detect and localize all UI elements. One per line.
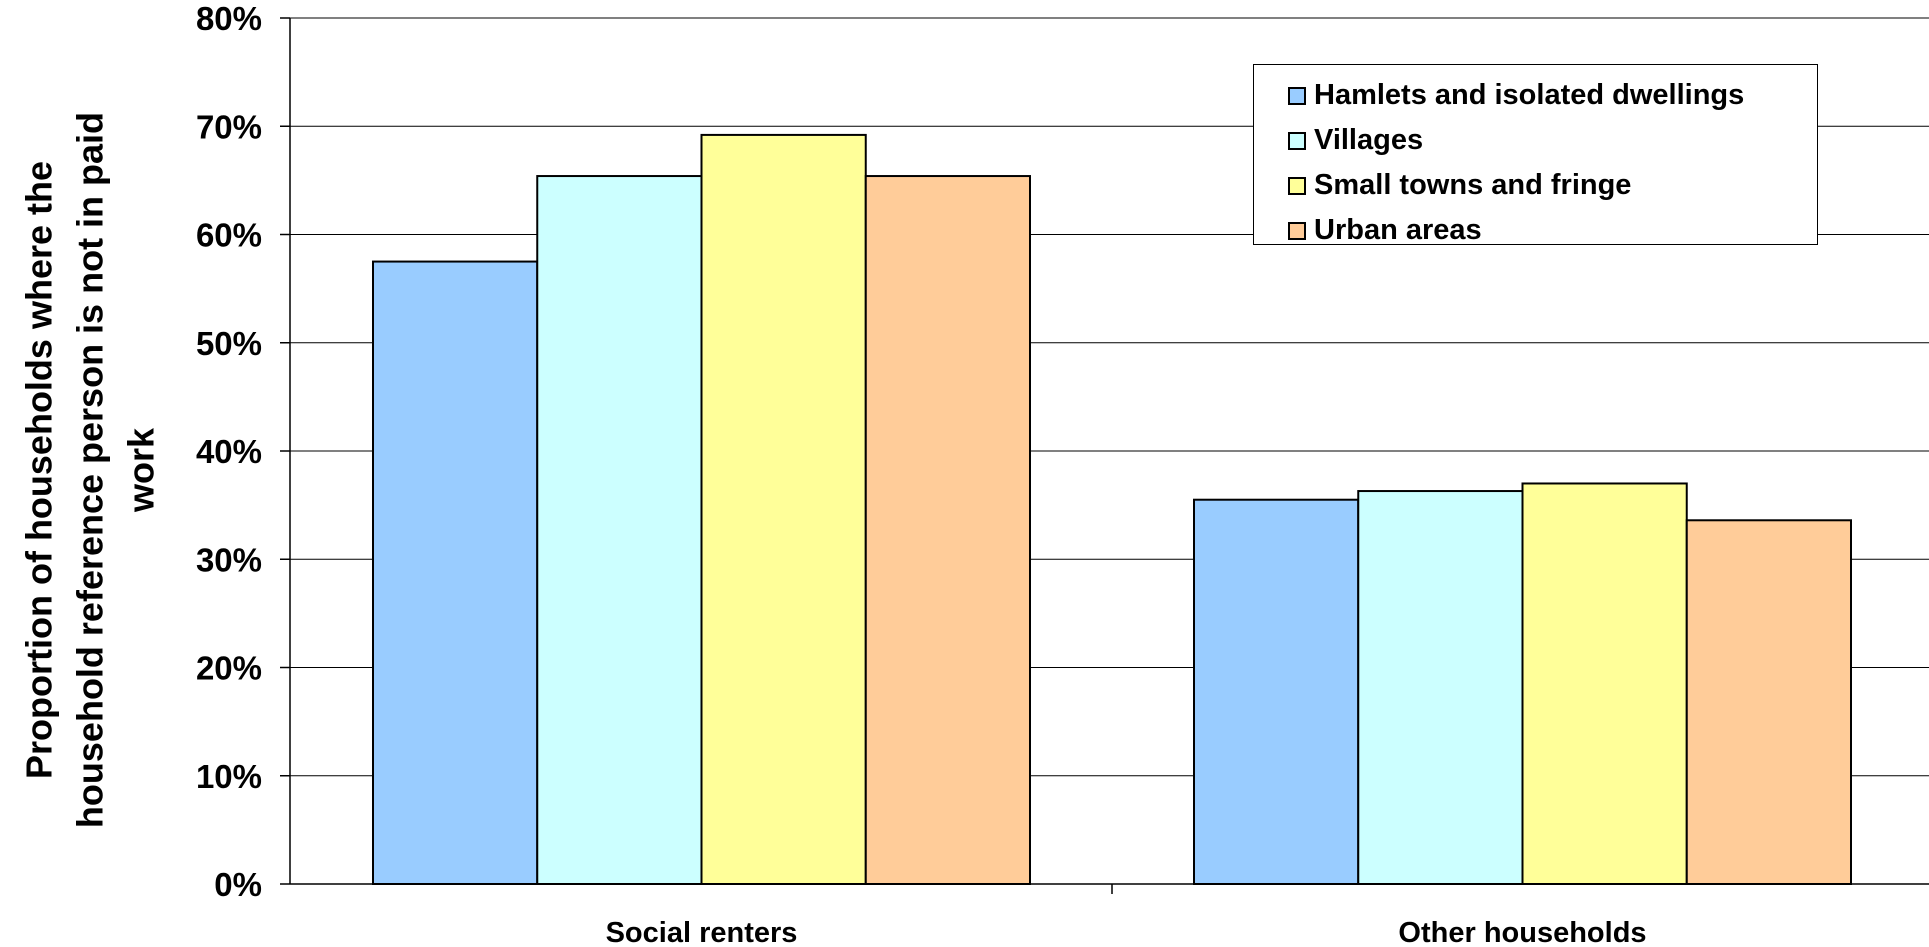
legend-item: Villages <box>1288 118 1817 163</box>
legend-label: Hamlets and isolated dwellings <box>1314 79 1745 111</box>
y-axis-title: Proportion of households where the house… <box>18 111 162 829</box>
legend-swatch <box>1288 176 1306 195</box>
legend-swatch <box>1288 221 1306 240</box>
y-tick-label: 10% <box>196 758 262 795</box>
bar <box>864 175 1031 886</box>
bar <box>1685 519 1852 886</box>
legend-label: Urban areas <box>1314 214 1482 246</box>
y-tick-label: 40% <box>196 433 262 470</box>
legend-label: Small towns and fringe <box>1314 169 1632 201</box>
y-tick-label: 70% <box>196 108 262 145</box>
bar <box>1193 498 1360 885</box>
x-category-label: Social renters <box>606 917 798 947</box>
bar <box>1357 490 1524 885</box>
bar <box>700 133 867 886</box>
bar <box>372 260 539 885</box>
y-tick-label: 80% <box>196 0 262 37</box>
y-tick-label: 50% <box>196 325 262 362</box>
legend-label: Villages <box>1314 124 1424 156</box>
y-tick-label: 0% <box>214 866 262 903</box>
bar <box>1521 482 1688 885</box>
bar <box>536 175 703 886</box>
legend-item: Hamlets and isolated dwellings <box>1288 73 1817 118</box>
legend-item: Urban areas <box>1288 208 1817 253</box>
y-tick-label: 30% <box>196 541 262 578</box>
legend-item: Small towns and fringe <box>1288 163 1817 208</box>
legend-swatch <box>1288 86 1306 105</box>
legend: Hamlets and isolated dwellings Villages Sm… <box>1253 64 1818 246</box>
x-category-label: Other households <box>1398 917 1646 947</box>
y-tick-label: 60% <box>196 217 262 254</box>
y-tick-label: 20% <box>196 650 262 687</box>
legend-swatch <box>1288 131 1306 150</box>
